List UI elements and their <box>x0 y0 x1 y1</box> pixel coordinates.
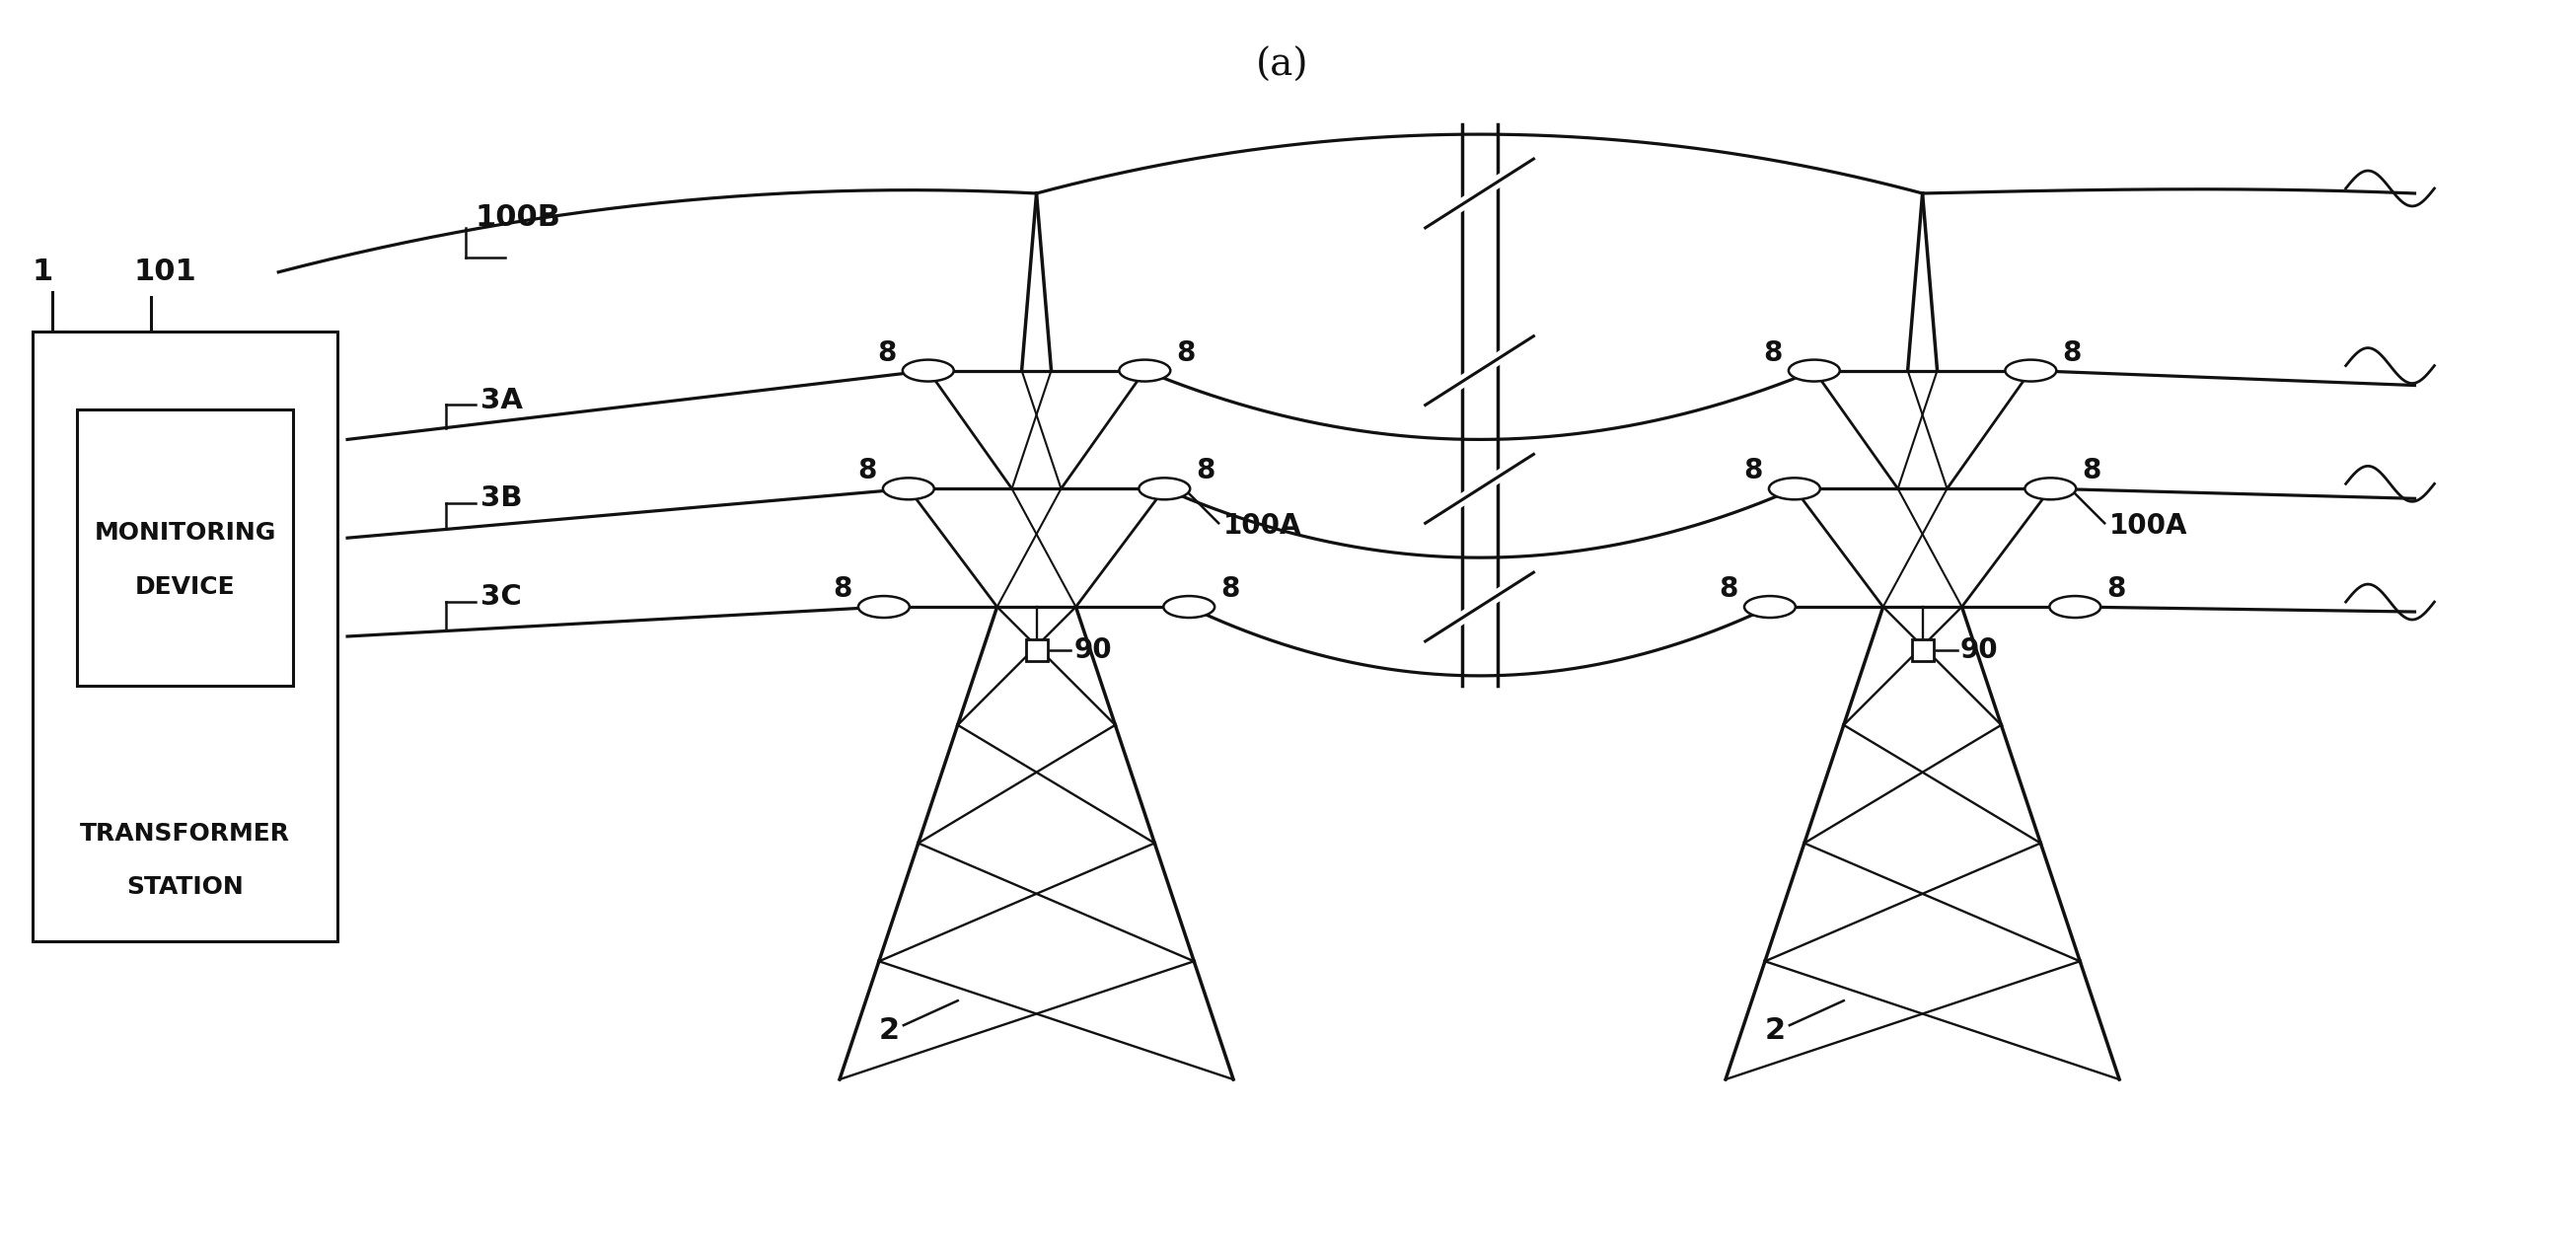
Text: STATION: STATION <box>126 876 245 899</box>
Text: 8: 8 <box>2081 457 2102 484</box>
Text: 8: 8 <box>2063 338 2081 366</box>
Text: 3C: 3C <box>479 584 520 611</box>
Ellipse shape <box>858 596 909 618</box>
Text: 8: 8 <box>858 457 876 484</box>
Ellipse shape <box>2004 360 2056 381</box>
Ellipse shape <box>902 360 953 381</box>
Text: 8: 8 <box>832 575 853 603</box>
Text: 8: 8 <box>1221 575 1239 603</box>
Text: 8: 8 <box>1177 338 1195 366</box>
Text: 90: 90 <box>1960 637 1999 664</box>
Text: 8: 8 <box>878 338 896 366</box>
Text: 8: 8 <box>1195 457 1216 484</box>
Text: MONITORING: MONITORING <box>93 521 276 545</box>
Ellipse shape <box>1164 596 1216 618</box>
Text: DEVICE: DEVICE <box>134 575 234 599</box>
Text: 2: 2 <box>878 1016 899 1044</box>
Text: 8: 8 <box>1765 338 1783 366</box>
Ellipse shape <box>1744 596 1795 618</box>
Text: 100B: 100B <box>477 204 562 233</box>
Bar <box>33 331 337 941</box>
Text: 8: 8 <box>1744 457 1762 484</box>
Text: 100A: 100A <box>1224 512 1301 540</box>
Ellipse shape <box>1118 360 1170 381</box>
Ellipse shape <box>1139 478 1190 499</box>
Ellipse shape <box>1770 478 1821 499</box>
Text: 100A: 100A <box>2110 512 2187 540</box>
Text: 1: 1 <box>31 258 52 287</box>
Ellipse shape <box>2025 478 2076 499</box>
Text: 3A: 3A <box>479 386 523 414</box>
Text: 3B: 3B <box>479 484 523 512</box>
Text: (a): (a) <box>1257 47 1309 83</box>
Ellipse shape <box>2050 596 2099 618</box>
Bar <box>1911 639 1935 660</box>
Text: TRANSFORMER: TRANSFORMER <box>80 821 291 845</box>
Text: 90: 90 <box>1074 637 1113 664</box>
Bar <box>77 410 294 686</box>
Ellipse shape <box>884 478 935 499</box>
Text: 8: 8 <box>1718 575 1739 603</box>
Bar <box>1025 639 1048 660</box>
Text: 8: 8 <box>2107 575 2125 603</box>
Text: 2: 2 <box>1765 1016 1785 1044</box>
Text: 101: 101 <box>134 258 196 287</box>
Ellipse shape <box>1788 360 1839 381</box>
